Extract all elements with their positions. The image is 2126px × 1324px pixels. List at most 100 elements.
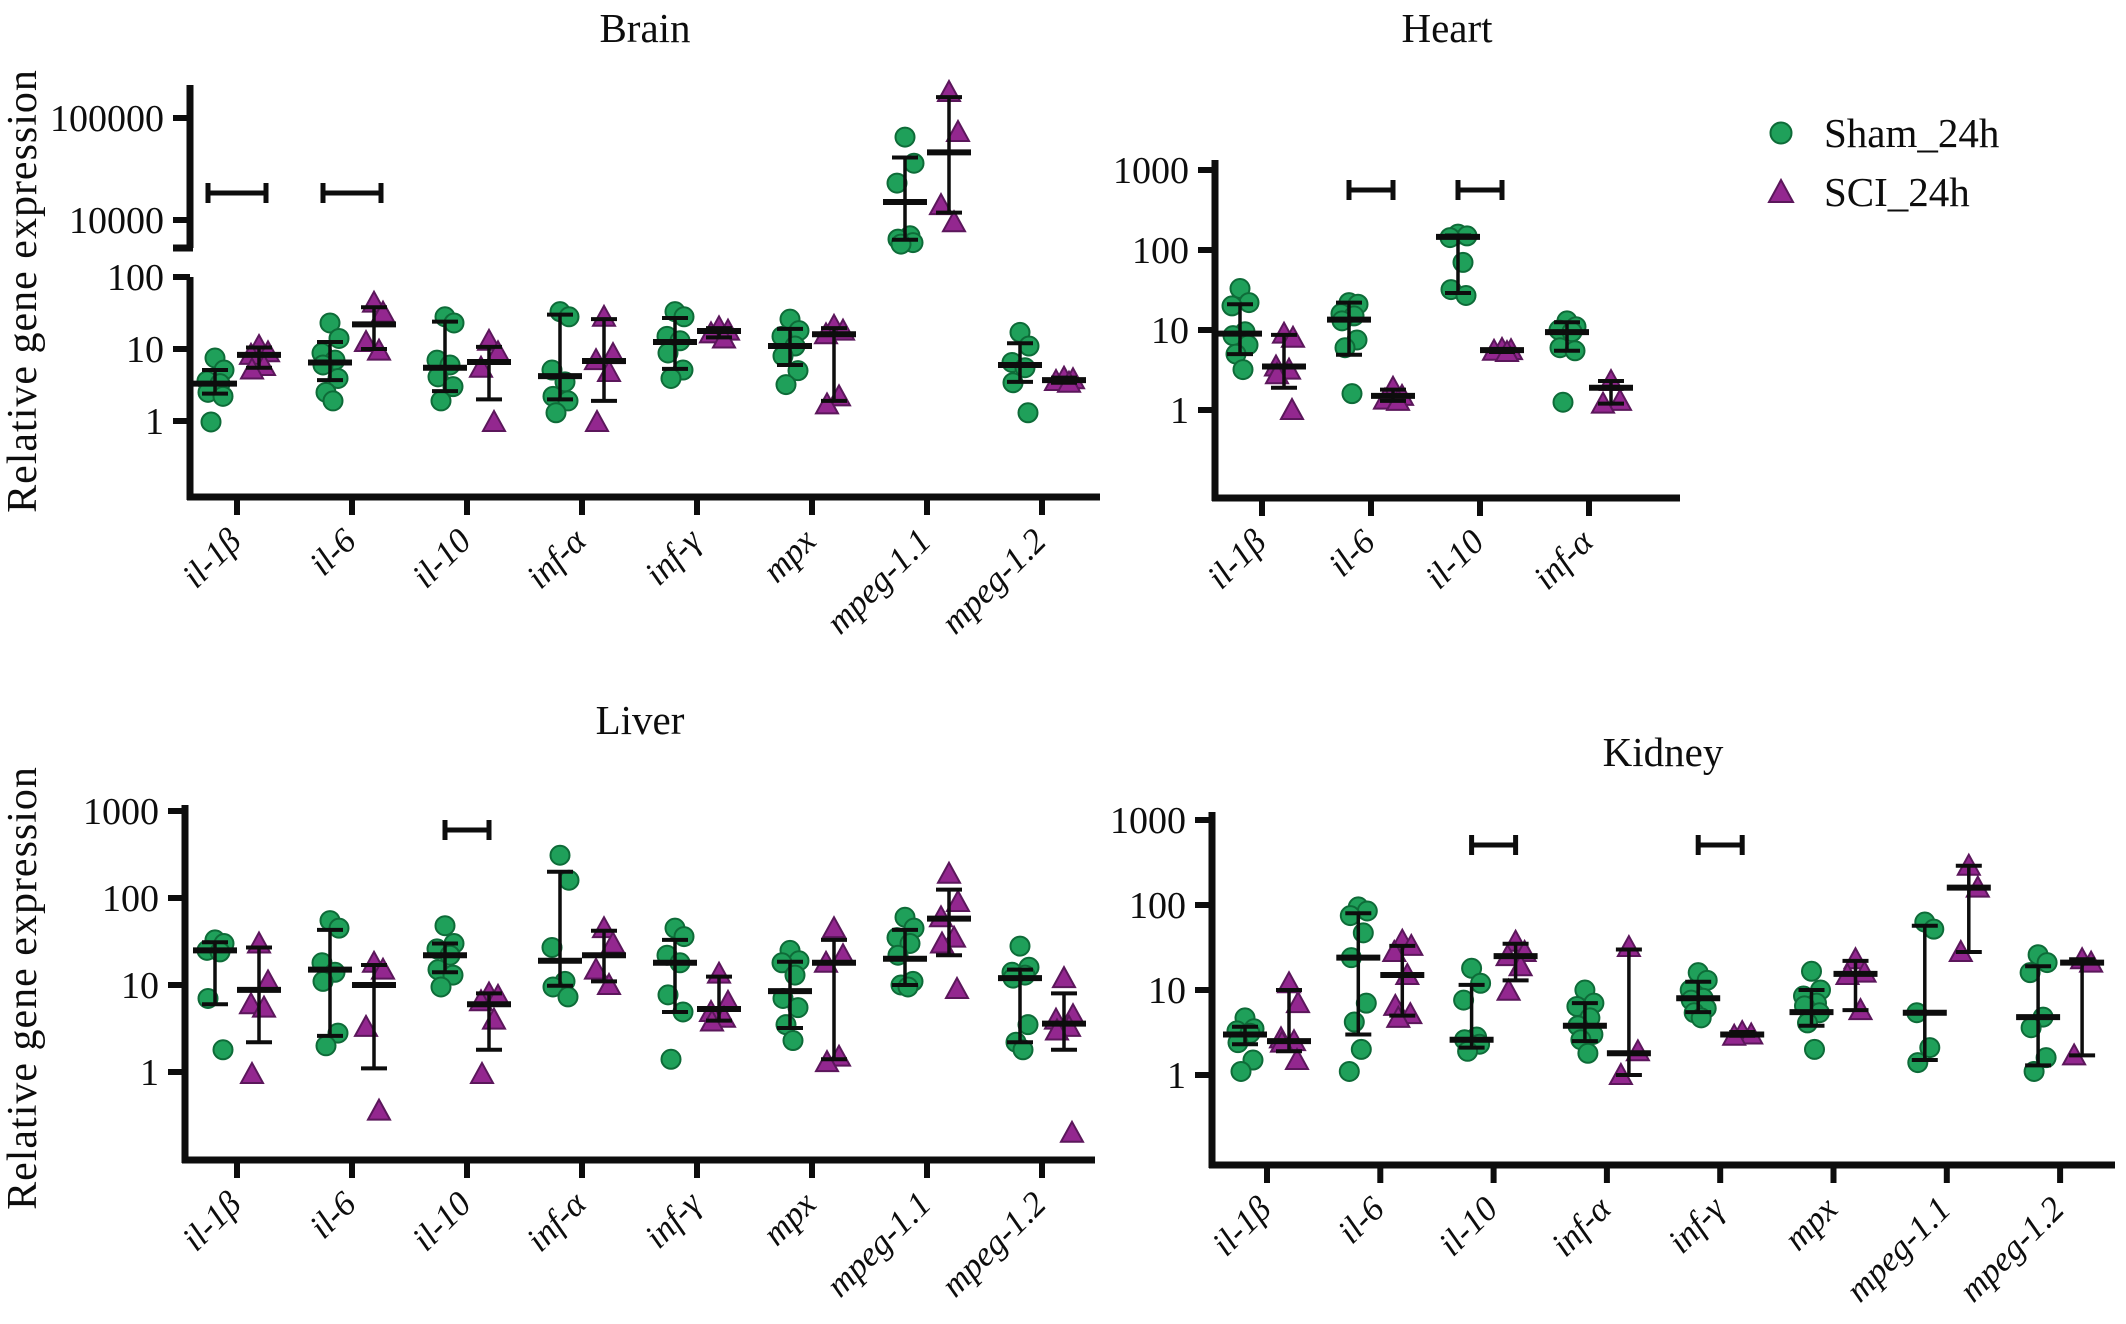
legend-item-sci_24h: SCI_24h — [1767, 169, 1970, 215]
data-point-circle — [1797, 1012, 1818, 1034]
data-point-triangle — [1284, 1046, 1310, 1071]
y-tick-label: 10 — [126, 329, 164, 371]
data-point-circle — [775, 374, 797, 396]
panel-liver: Liver Relative gene expression 1 10 100 1000 i… — [0, 697, 1095, 1304]
group-liver-inf-α-SCI_24h — [582, 915, 626, 995]
group-heart-il-10-SCI_24h — [1480, 335, 1524, 363]
significance-bracket — [1469, 835, 1519, 855]
group-brain-mpx-Sham_24h — [768, 308, 812, 396]
category-label: mpx — [1776, 1189, 1845, 1258]
y-tick-label: 1000 — [1110, 800, 1186, 842]
group-kidney-mpx-SCI_24h — [1833, 946, 1878, 1021]
significance-bracket — [1695, 835, 1745, 855]
data-point-circle — [322, 390, 344, 412]
circle-icon — [1769, 121, 1793, 145]
data-point-circle — [1017, 402, 1039, 424]
group-brain-mpeg-1.1-SCI_24h — [927, 78, 971, 233]
data-point-circle — [1230, 1060, 1252, 1082]
data-point-triangle — [583, 956, 609, 980]
data-point-circle — [1341, 383, 1363, 405]
data-point-triangle — [596, 971, 622, 995]
panel-title: Liver — [596, 697, 685, 743]
group-liver-inf-α-Sham_24h — [538, 844, 582, 1008]
category-label: il-6 — [1330, 1189, 1392, 1251]
group-heart-il-1β-Sham_24h — [1218, 278, 1262, 381]
category-label: inf-α — [519, 1184, 594, 1259]
data-point-circle — [549, 844, 571, 866]
data-point-circle — [200, 411, 222, 433]
category-label: inf-α — [519, 521, 594, 596]
y-tick-label: 10 — [1148, 970, 1186, 1012]
data-point-triangle — [944, 975, 970, 999]
group-liver-mpeg-1.2-SCI_24h — [1042, 965, 1086, 1143]
y-tick-label: 100000 — [50, 98, 164, 140]
group-brain-mpeg-1.2-SCI_24h — [1042, 364, 1086, 393]
data-point-triangle — [584, 408, 610, 432]
group-brain-il-1β-Sham_24h — [193, 347, 237, 433]
group-brain-mpeg-1.2-Sham_24h — [998, 321, 1042, 424]
data-point-triangle — [469, 1060, 495, 1084]
category-label: mpeg-1.2 — [1951, 1189, 2071, 1309]
group-brain-il-6-SCI_24h — [352, 289, 396, 361]
y-axis-title: Relative gene expression — [0, 69, 46, 513]
y-tick-label: 1 — [145, 401, 164, 443]
data-point-circle — [315, 1035, 337, 1057]
data-point-circle — [1804, 1038, 1825, 1060]
data-point-triangle — [481, 1006, 507, 1030]
data-point-circle — [434, 915, 456, 937]
data-point-circle — [1461, 957, 1483, 979]
data-point-circle — [1923, 918, 1945, 940]
data-point-circle — [558, 306, 580, 328]
category-label: mpx — [755, 1184, 824, 1253]
data-point-circle — [212, 385, 234, 407]
category-label: il-1β — [174, 1184, 249, 1259]
data-point-circle — [1455, 284, 1477, 306]
group-liver-il-1β-SCI_24h — [237, 930, 281, 1084]
group-kidney-il-1β-SCI_24h — [1267, 970, 1311, 1071]
y-tick-label: 10 — [1151, 310, 1189, 352]
panel-kidney: Kidney 1 10 100 1000 il-1β il-6 il-10 inf-α inf-γ… — [1110, 729, 2115, 1309]
group-kidney-mpeg-1.2-SCI_24h — [2060, 946, 2105, 1066]
category-label: mpx — [755, 521, 824, 590]
group-kidney-mpeg-1.1-SCI_24h — [1946, 852, 1991, 962]
significance-bracket — [442, 820, 492, 840]
group-liver-il-10-Sham_24h — [423, 915, 467, 998]
group-brain-inf-α-Sham_24h — [538, 301, 582, 424]
data-point-circle — [1552, 391, 1574, 413]
group-heart-il-6-SCI_24h — [1371, 374, 1415, 411]
group-liver-mpx-SCI_24h — [812, 915, 856, 1073]
y-tick-label: 1000 — [1113, 150, 1189, 192]
data-point-circle — [673, 926, 695, 948]
group-liver-il-6-SCI_24h — [352, 949, 396, 1121]
data-point-circle — [1457, 1040, 1479, 1062]
data-point-circle — [212, 1039, 234, 1061]
panel-heart: Heart 1 10 100 1000 il-1β il-6 il-10 inf-α — [1113, 5, 1680, 597]
triangle-icon — [1767, 177, 1795, 203]
data-point-triangle — [1051, 965, 1077, 989]
data-point-circle — [1338, 1060, 1360, 1082]
data-point-triangle — [1059, 1119, 1085, 1143]
data-point-triangle — [366, 1097, 392, 1121]
panel-title: Kidney — [1603, 729, 1724, 775]
data-point-triangle — [468, 354, 494, 378]
data-point-circle — [660, 1048, 682, 1070]
data-point-circle — [430, 390, 452, 412]
group-liver-mpeg-1.1-Sham_24h — [883, 906, 927, 998]
group-liver-il-1β-Sham_24h — [193, 929, 237, 1061]
category-label: mpeg-1.1 — [818, 521, 938, 641]
category-label: il-1β — [174, 521, 249, 596]
significance-bracket — [1455, 180, 1505, 200]
group-kidney-il-1β-Sham_24h — [1223, 1007, 1267, 1082]
data-point-circle — [557, 986, 579, 1008]
group-liver-il-10-SCI_24h — [467, 980, 511, 1084]
category-label: inf-α — [1526, 522, 1601, 597]
data-point-triangle — [945, 118, 971, 142]
legend-item-label: Sham_24h — [1824, 110, 1999, 156]
group-heart-inf-α-SCI_24h — [1589, 367, 1633, 414]
category-label: mpeg-1.2 — [933, 521, 1053, 641]
y-tick-label: 100 — [1132, 230, 1189, 272]
data-point-triangle — [945, 888, 971, 912]
y-tick-label: 100 — [1129, 885, 1186, 927]
significance-bracket — [1346, 180, 1396, 200]
